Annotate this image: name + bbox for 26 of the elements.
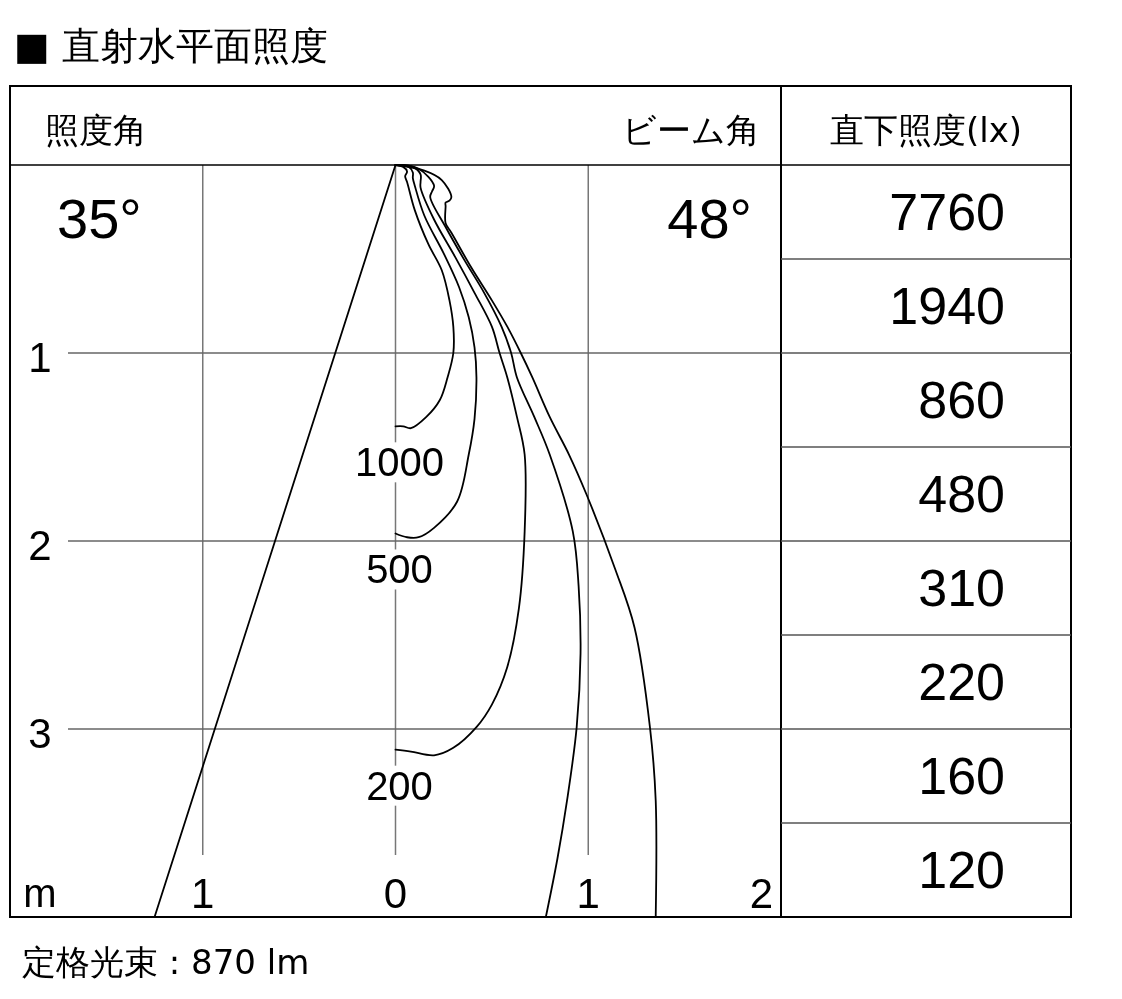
- text: ビーム角: [622, 110, 760, 150]
- chart-title: ■ 直射水平面照度: [14, 24, 328, 68]
- data-label: 7760: [889, 183, 1005, 241]
- text: 直下照度(lx): [829, 110, 1023, 150]
- data-label: 480: [918, 465, 1005, 523]
- annotation: 48°: [667, 186, 752, 250]
- text: 照度角: [45, 110, 147, 150]
- y-tick-label: 3: [28, 709, 52, 757]
- x-tick-label: 0: [383, 869, 408, 917]
- data-label: 220: [918, 653, 1005, 711]
- data-label: 160: [918, 747, 1005, 805]
- data-label: 120: [918, 841, 1005, 899]
- x-tick-label: 2: [749, 869, 773, 917]
- series-label: 200: [366, 763, 433, 808]
- data-label: 1940: [889, 277, 1005, 335]
- series-label: 500: [366, 547, 433, 592]
- x-tick-label: 1: [576, 869, 600, 917]
- y-tick-label: 2: [28, 521, 52, 569]
- y-tick-label: 1: [28, 333, 52, 381]
- data-label: 860: [918, 371, 1005, 429]
- data-label: 310: [918, 559, 1005, 617]
- text: 定格光束 : 870 lm: [22, 942, 310, 982]
- annotation: 35°: [57, 186, 142, 250]
- series-label: 1000: [355, 440, 444, 485]
- x-axis-title: m: [23, 871, 57, 915]
- x-tick-label: 1: [191, 869, 215, 917]
